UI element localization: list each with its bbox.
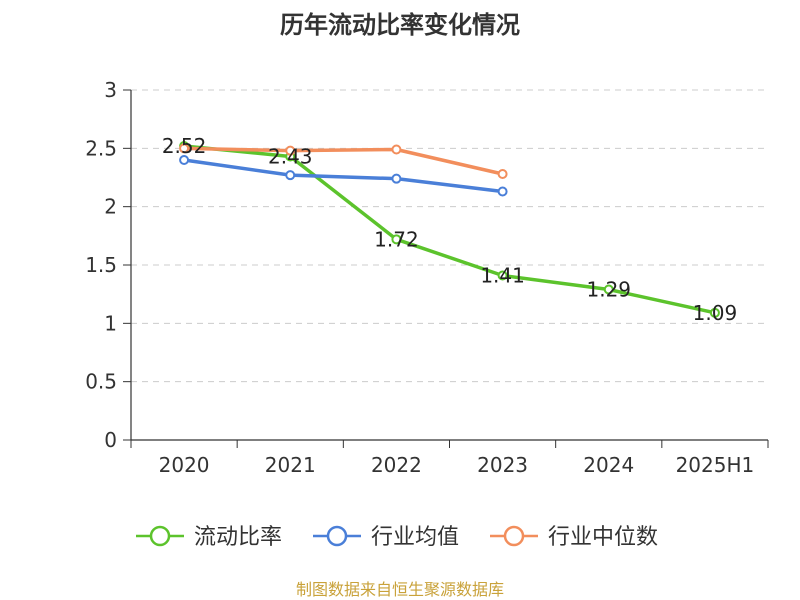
y-tick-label: 2.5 [85, 136, 117, 160]
series-line-1 [183, 158, 503, 194]
data-point [391, 144, 402, 155]
series-line-0 [183, 144, 716, 315]
source-note: 制图数据来自恒生聚源数据库 [296, 580, 504, 599]
legend-item-2[interactable]: 行业中位数 [490, 525, 658, 550]
series-group [179, 141, 720, 318]
y-tick-label: 2 [104, 195, 117, 219]
x-tick-label: 2023 [477, 453, 528, 477]
x-tick-label: 2025H1 [676, 453, 755, 477]
data-label: 2.43 [268, 145, 313, 169]
y-axis-ticks: 0 0.5 1 1.5 2 2.5 3 [85, 78, 131, 452]
series-line-2 [184, 146, 503, 176]
grid-lines [131, 89, 768, 383]
data-point [391, 173, 402, 184]
y-tick-label: 1 [104, 311, 117, 335]
data-label: 2.52 [162, 134, 207, 158]
legend-label: 行业均值 [371, 525, 459, 550]
y-tick-label: 3 [104, 78, 117, 102]
legend-item-1[interactable]: 行业均值 [313, 525, 459, 550]
x-axis-ticks: 2020 2021 2022 2023 2024 2025H1 [130, 440, 769, 477]
legend[interactable]: 流动比率 行业均值 行业中位数 [136, 525, 658, 550]
legend-marker [503, 525, 525, 547]
x-tick-label: 2024 [583, 453, 634, 477]
x-tick-label: 2021 [265, 453, 316, 477]
chart-title: 历年流动比率变化情况 [280, 11, 520, 39]
data-point [497, 270, 508, 281]
x-tick-label: 2020 [159, 453, 210, 477]
data-point [179, 143, 190, 154]
data-point [709, 307, 720, 318]
data-label: 1.29 [586, 278, 631, 302]
legend-marker [149, 525, 171, 547]
y-tick-label: 0 [104, 428, 117, 452]
legend-label: 行业中位数 [548, 525, 658, 550]
data-point [603, 284, 614, 295]
legend-item-0[interactable]: 流动比率 [136, 525, 282, 550]
data-point [179, 155, 190, 165]
legend-marker [326, 525, 348, 547]
data-point [285, 145, 296, 156]
data-label: 1.72 [374, 227, 419, 251]
x-tick-label: 2022 [371, 453, 422, 477]
data-point [497, 186, 508, 197]
data-label: 1.41 [480, 264, 525, 288]
data-point [391, 234, 402, 245]
y-tick-label: 1.5 [85, 253, 117, 277]
data-point [285, 170, 296, 181]
data-label: 1.09 [693, 301, 738, 325]
y-tick-label: 0.5 [85, 370, 117, 394]
data-point [497, 169, 508, 179]
legend-label: 流动比率 [194, 525, 282, 550]
data-labels: 2.52 2.43 1.72 1.41 1.29 1.09 [162, 134, 737, 325]
